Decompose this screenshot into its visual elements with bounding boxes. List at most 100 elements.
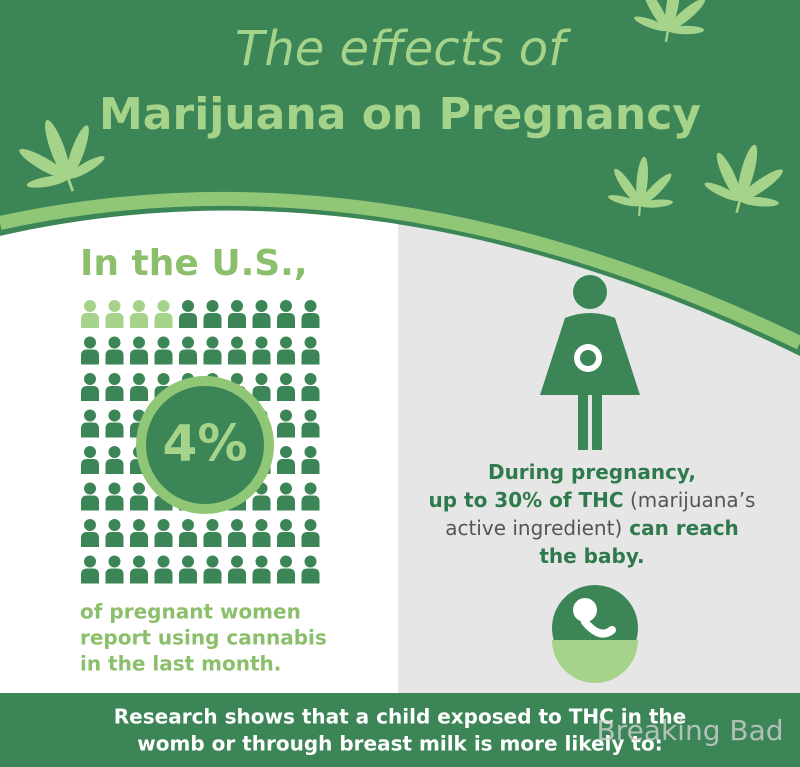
person-icon xyxy=(105,336,124,365)
person-icon xyxy=(81,409,99,438)
person-body xyxy=(228,568,246,584)
person-icon xyxy=(81,373,99,401)
person-head xyxy=(84,336,96,349)
person-body xyxy=(179,313,197,328)
person-head xyxy=(231,373,243,385)
person-head xyxy=(255,519,268,531)
left-caption-line: of pregnant women xyxy=(80,600,301,624)
person-head xyxy=(108,446,121,458)
person-head xyxy=(304,336,317,349)
person-icon xyxy=(130,555,148,584)
person-icon xyxy=(301,519,320,547)
person-head xyxy=(157,300,170,312)
person-icon xyxy=(154,336,173,365)
stat: 4% xyxy=(163,415,248,473)
person-icon xyxy=(81,300,99,328)
person-icon xyxy=(301,300,320,328)
person-body xyxy=(277,459,295,474)
person-body xyxy=(277,349,295,365)
person-icon xyxy=(105,409,124,438)
person-body xyxy=(105,422,124,438)
person-body xyxy=(301,532,320,547)
caption-segment: the baby. xyxy=(539,544,644,568)
person-body xyxy=(252,495,271,511)
person-icon xyxy=(301,555,320,584)
person-body xyxy=(81,532,99,547)
person-body xyxy=(228,532,246,547)
person-icon xyxy=(154,519,173,547)
person-head xyxy=(206,519,219,531)
person-body xyxy=(252,568,271,584)
person-body xyxy=(277,422,295,438)
person-head xyxy=(108,519,121,531)
person-icon xyxy=(252,519,271,547)
person-head xyxy=(280,555,292,568)
person-icon xyxy=(301,336,320,365)
person-body xyxy=(301,459,320,474)
left-caption-line: in the last month. xyxy=(80,652,281,676)
person-body xyxy=(277,386,295,401)
person-icon xyxy=(105,519,124,547)
person-head xyxy=(133,555,145,568)
person-head xyxy=(280,300,292,312)
person-body xyxy=(277,568,295,584)
person-icon xyxy=(130,519,148,547)
person-body xyxy=(105,349,124,365)
person-head xyxy=(84,446,96,458)
person-head xyxy=(304,446,317,458)
person-head xyxy=(108,373,121,385)
person-head xyxy=(304,555,317,568)
person-icon xyxy=(277,409,295,438)
person-icon xyxy=(203,336,222,365)
person-head xyxy=(84,555,96,568)
person-body xyxy=(179,532,197,547)
person-head xyxy=(255,373,268,385)
left-heading: In the U.S., xyxy=(80,243,308,284)
person-head xyxy=(84,519,96,531)
person-head xyxy=(108,336,121,349)
person-icon xyxy=(301,482,320,511)
person-body xyxy=(105,495,124,511)
person-head xyxy=(108,300,121,312)
person-body xyxy=(252,386,271,401)
person-body xyxy=(277,532,295,547)
person-body xyxy=(81,459,99,474)
swoosh xyxy=(0,191,800,350)
person-head xyxy=(182,519,194,531)
person-icon xyxy=(203,519,222,547)
person-head xyxy=(108,482,121,495)
person-head xyxy=(280,482,292,495)
person-body xyxy=(130,313,148,328)
person-icon xyxy=(179,300,197,328)
person-body xyxy=(252,349,271,365)
person-head xyxy=(255,300,268,312)
person-body xyxy=(105,568,124,584)
person-icon xyxy=(203,300,222,328)
person-icon xyxy=(277,336,295,365)
person-body xyxy=(277,313,295,328)
person-icon xyxy=(277,446,295,474)
person-icon xyxy=(252,300,271,328)
baby-icon xyxy=(552,585,638,683)
person-body xyxy=(130,532,148,547)
person-head xyxy=(157,555,170,568)
person-body xyxy=(301,313,320,328)
person-body xyxy=(81,386,99,401)
person-head xyxy=(157,519,170,531)
person-body xyxy=(81,313,99,328)
person-body xyxy=(277,495,295,511)
person-icon xyxy=(301,373,320,401)
person-icon xyxy=(81,336,99,365)
pregnant-woman-icon xyxy=(540,275,640,450)
person-icon xyxy=(277,555,295,584)
person-icon xyxy=(130,336,148,365)
person-head xyxy=(304,482,317,495)
person-body xyxy=(154,532,173,547)
person-head xyxy=(182,336,194,349)
person-body xyxy=(252,532,271,547)
person-head xyxy=(206,555,219,568)
person-body xyxy=(154,349,173,365)
person-head xyxy=(157,373,170,385)
right-caption-line: up to 30% of THC (marijuana’s xyxy=(429,488,756,512)
person-icon xyxy=(154,555,173,584)
